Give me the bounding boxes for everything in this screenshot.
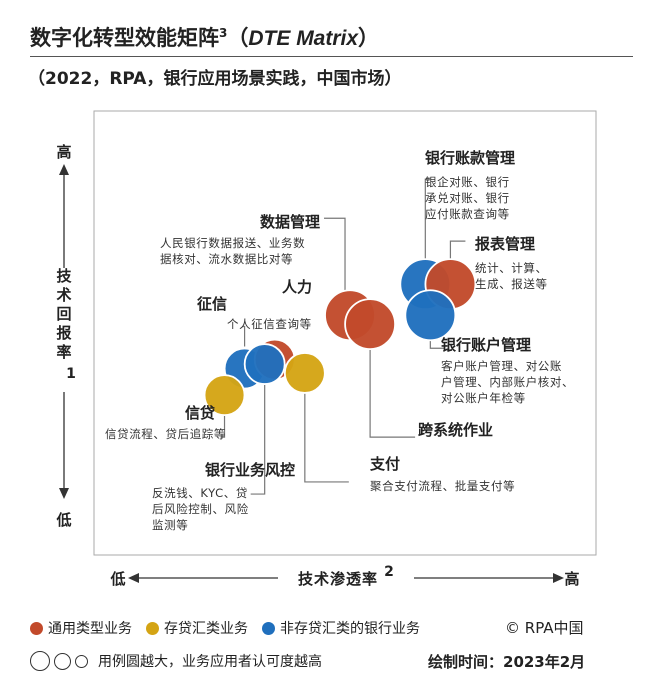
title-divider [30,56,633,57]
point-4-desc-line: 聚合支付流程、批量支付等 [370,479,515,493]
size-circle-medium-icon [54,652,71,670]
point-5-label: 数据管理 [260,213,320,231]
point-4-leader-line [304,392,349,483]
copyright-text: © RPA中国 [505,619,584,637]
x-axis-low-label: 低 [109,570,125,588]
point-7-desc-line: 承兑对账、银行 [425,191,510,205]
point-0-desc-line: 个人征信查询等 [227,317,312,331]
legend-item-general: 通用类型业务 [30,618,132,638]
point-9-label: 银行账户管理 [441,336,531,354]
y-axis-title-char: 术 [56,286,71,304]
y-axis-title-char: 率 [56,343,71,361]
size-legend-note: 用例圆越大，业务应用者认可度越高 [98,654,322,670]
size-legend: 用例圆越大，业务应用者认可度越高 [30,651,322,671]
point-3-desc-line: 信贷流程、贷后追踪等 [105,427,226,441]
point-6-leader-line [369,349,416,438]
legend-item-other-banking: 非存贷汇类的银行业务 [262,618,420,638]
point-6-bubble [344,298,397,351]
point-3-label: 信贷 [185,404,215,422]
drawn-date: 绘制时间：2023年2月 [428,653,586,671]
point-2-desc-line: 反洗钱、KYC、贷 [152,486,248,500]
legend-item-deposit-loan: 存贷汇类业务 [146,618,248,638]
y-axis-title-char: 报 [56,324,71,342]
point-8-desc-line: 生成、报送等 [475,277,548,291]
point-8-leader-line [449,240,466,260]
point-2-bubble [243,343,286,385]
point-4-bubble [283,352,326,394]
y-axis-title-char: 技 [56,267,72,285]
point-7-label: 银行账款管理 [425,149,515,167]
size-circle-large-icon [30,651,50,671]
point-2-desc-line: 后风险控制、风险 [152,502,249,516]
legend-dot-general [30,621,43,635]
y-axis-title-sup: 1 [66,366,76,382]
page-subtitle: （2022，RPA，银行应用场景实践，中国市场） [28,69,402,89]
x-axis-arrow-right [553,573,564,583]
point-9-bubble [404,289,457,342]
point-4-label: 支付 [369,455,400,473]
legend-dot-other-banking [262,621,275,635]
point-5-leader-line [324,217,346,291]
point-5-desc-line: 据核对、流水数据比对等 [160,252,293,266]
x-axis-arrow-left [128,573,139,583]
point-2-label: 银行业务风控 [205,461,295,479]
point-8-desc-line: 统计、计算、 [475,261,548,275]
legend-dot-deposit-loan [146,621,159,635]
point-9-desc-line: 户管理、内部账户核对、 [441,375,574,389]
x-axis-title: 技术渗透率 [298,570,378,588]
point-3-leader-line [220,415,226,438]
point-2-desc-line: 监测等 [152,518,188,532]
legend-label-deposit-loan: 存贷汇类业务 [164,621,248,637]
point-6-label: 跨系统作业 [418,421,493,439]
point-1-label: 人力 [282,278,312,296]
x-axis-title-sup: 2 [384,564,394,580]
y-axis-high-label: 高 [56,143,71,161]
point-7-leader-line [424,178,431,260]
point-8-label: 报表管理 [475,235,535,253]
point-0-leader-line [242,325,246,347]
y-axis-low-label: 低 [55,511,71,529]
legend-label-general: 通用类型业务 [48,621,132,637]
plot-frame [93,110,597,556]
point-7-desc-line: 银企对账、银行 [425,175,510,189]
point-9-desc-line: 对公账户年检等 [441,391,526,405]
legend-label-other-banking: 非存贷汇类的银行业务 [280,621,420,637]
point-2-leader-line [250,384,266,495]
page-title: 数字化转型效能矩阵3（DTE Matrix） [30,26,380,50]
point-7-desc-line: 应付账款查询等 [425,207,510,221]
x-axis-high-label: 高 [564,570,579,588]
point-9-leader-line [429,340,446,349]
size-circle-small-icon [75,654,88,668]
y-axis-title-char: 回 [56,305,71,323]
point-9-desc-line: 客户账户管理、对公账 [441,359,562,373]
point-5-desc-line: 人民银行数据报送、业务数 [160,236,305,250]
y-axis-arrow-down [59,488,69,499]
y-axis-arrow-up [59,164,69,175]
point-3-bubble [203,374,246,417]
category-legend: 通用类型业务 存贷汇类业务 非存贷汇类的银行业务 [30,618,434,638]
point-0-label: 征信 [197,295,227,313]
